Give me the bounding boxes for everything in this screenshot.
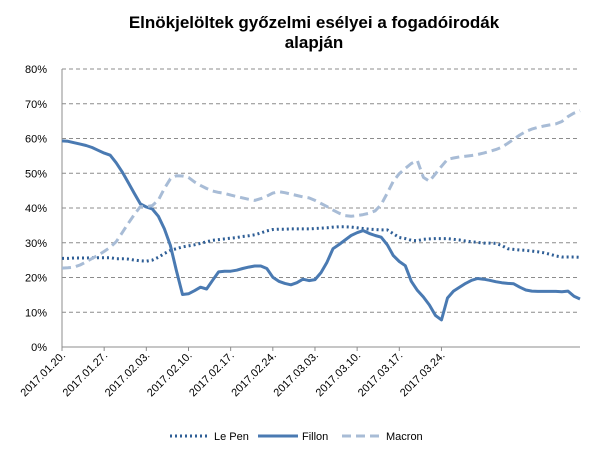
y-tick-label: 50% bbox=[25, 168, 47, 180]
legend-label: Le Pen bbox=[214, 431, 249, 443]
legend-label: Macron bbox=[386, 431, 423, 443]
chart-title-line-2: alapján bbox=[285, 33, 344, 52]
legend: Le Pen Fillon Macron bbox=[170, 431, 423, 443]
y-tick-label: 80% bbox=[25, 64, 47, 76]
series-lines bbox=[61, 109, 581, 322]
y-tick-label: 10% bbox=[25, 307, 47, 319]
y-tick-label: 0% bbox=[31, 342, 47, 354]
gridlines bbox=[62, 68, 580, 313]
y-tick-label: 70% bbox=[25, 99, 47, 111]
y-tick-label: 40% bbox=[25, 203, 47, 215]
series-line-le-pen bbox=[62, 225, 581, 263]
series-line-fillon bbox=[61, 139, 581, 322]
y-tick-label: 20% bbox=[25, 273, 47, 285]
chart-title-line-1: Elnökjelöltek győzelmi esélyei a fogadói… bbox=[129, 13, 500, 32]
y-axis-tick-labels: 0% 10% 20% 30% 40% 50% 60% 70% 80% bbox=[25, 64, 47, 354]
x-tick-label: 2017.03.24. bbox=[398, 350, 448, 400]
series-line-macron bbox=[61, 109, 581, 270]
legend-label: Fillon bbox=[302, 431, 328, 443]
y-tick-label: 30% bbox=[25, 238, 47, 250]
x-axis-tick-labels: 2017.01.20.2017.01.27.2017.02.03.2017.02… bbox=[19, 350, 448, 400]
axes bbox=[61, 69, 580, 351]
y-tick-label: 60% bbox=[25, 134, 47, 146]
